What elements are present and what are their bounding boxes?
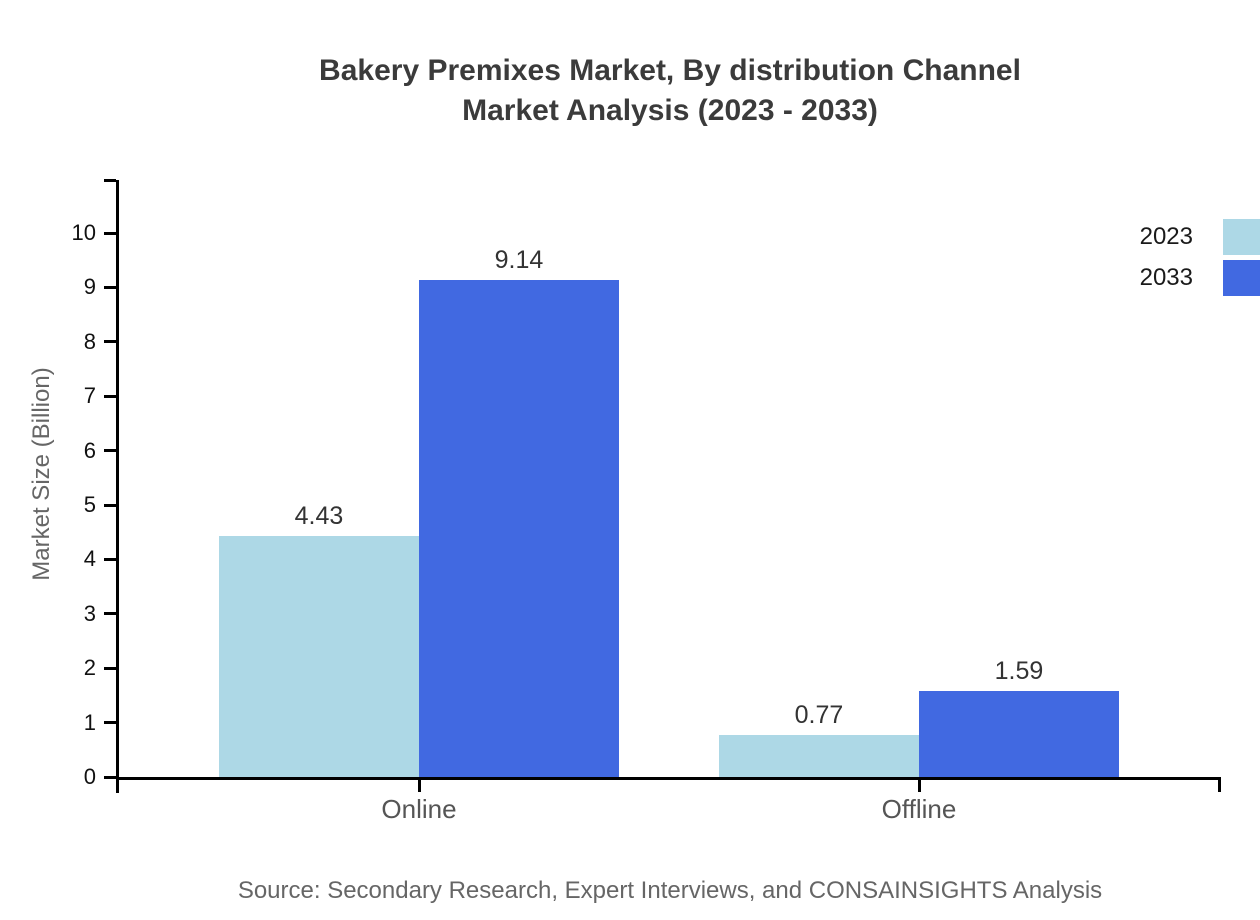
value-label: 1.59 (994, 657, 1044, 685)
y-tick-mark (104, 557, 116, 561)
y-tick-label: 9 (83, 274, 96, 300)
y-axis-line (116, 180, 119, 793)
legend-entry-2023: 2023 (1140, 218, 1260, 255)
x-tick-mark (917, 780, 921, 792)
y-axis-title: Market Size (Billion) (28, 367, 55, 581)
y-axis-end-tick (104, 178, 116, 182)
bar-online-2033 (419, 280, 619, 777)
y-tick-label: 6 (83, 437, 96, 463)
y-tick-mark (104, 394, 116, 398)
bar-offline-2033 (919, 691, 1119, 777)
y-tick-mark (104, 721, 116, 725)
y-tick-mark (104, 612, 116, 616)
category-label-offline: Offline (881, 794, 957, 824)
y-tick-label: 7 (83, 383, 96, 409)
bar-offline-2023 (719, 735, 919, 777)
x-tick-mark (417, 780, 421, 792)
category-label-online: Online (381, 794, 457, 824)
chart-title-line-2: Market Analysis (2023 - 2033) (462, 94, 878, 127)
value-label: 9.14 (494, 246, 544, 274)
bar-online-2023 (219, 536, 419, 777)
legend-label: 2033 (1139, 263, 1193, 291)
y-tick-label: 2 (83, 655, 96, 681)
y-tick-mark (104, 285, 116, 289)
y-tick-mark (104, 340, 116, 344)
legend-swatch-2033 (1223, 259, 1260, 296)
y-tick-label: 8 (83, 328, 96, 354)
y-tick-label: 5 (83, 492, 96, 517)
y-tick-mark (104, 503, 116, 507)
y-tick-mark (104, 775, 116, 779)
y-tick-mark (104, 666, 116, 670)
value-label: 4.43 (294, 502, 344, 530)
legend-swatch-2023 (1223, 218, 1260, 255)
y-tick-label: 4 (83, 546, 96, 572)
value-label: 0.77 (794, 701, 844, 729)
y-tick-mark (104, 231, 116, 235)
y-tick-label: 3 (83, 600, 96, 626)
x-axis-line (116, 777, 1221, 780)
chart-title-line-1: Bakery Premixes Market, By distribution … (319, 54, 1021, 87)
chart-title: Bakery Premixes Market, By distribution … (80, 51, 1260, 131)
y-tick-label: 10 (71, 220, 96, 245)
legend-label: 2023 (1139, 222, 1193, 250)
y-tick-label: 0 (83, 764, 96, 789)
y-tick-mark (104, 449, 116, 453)
x-axis-end-tick (1218, 780, 1221, 792)
source-note: Source: Secondary Research, Expert Inter… (237, 877, 1103, 904)
y-tick-label: 1 (83, 709, 96, 735)
legend-entry-2033: 2033 (1140, 259, 1260, 296)
